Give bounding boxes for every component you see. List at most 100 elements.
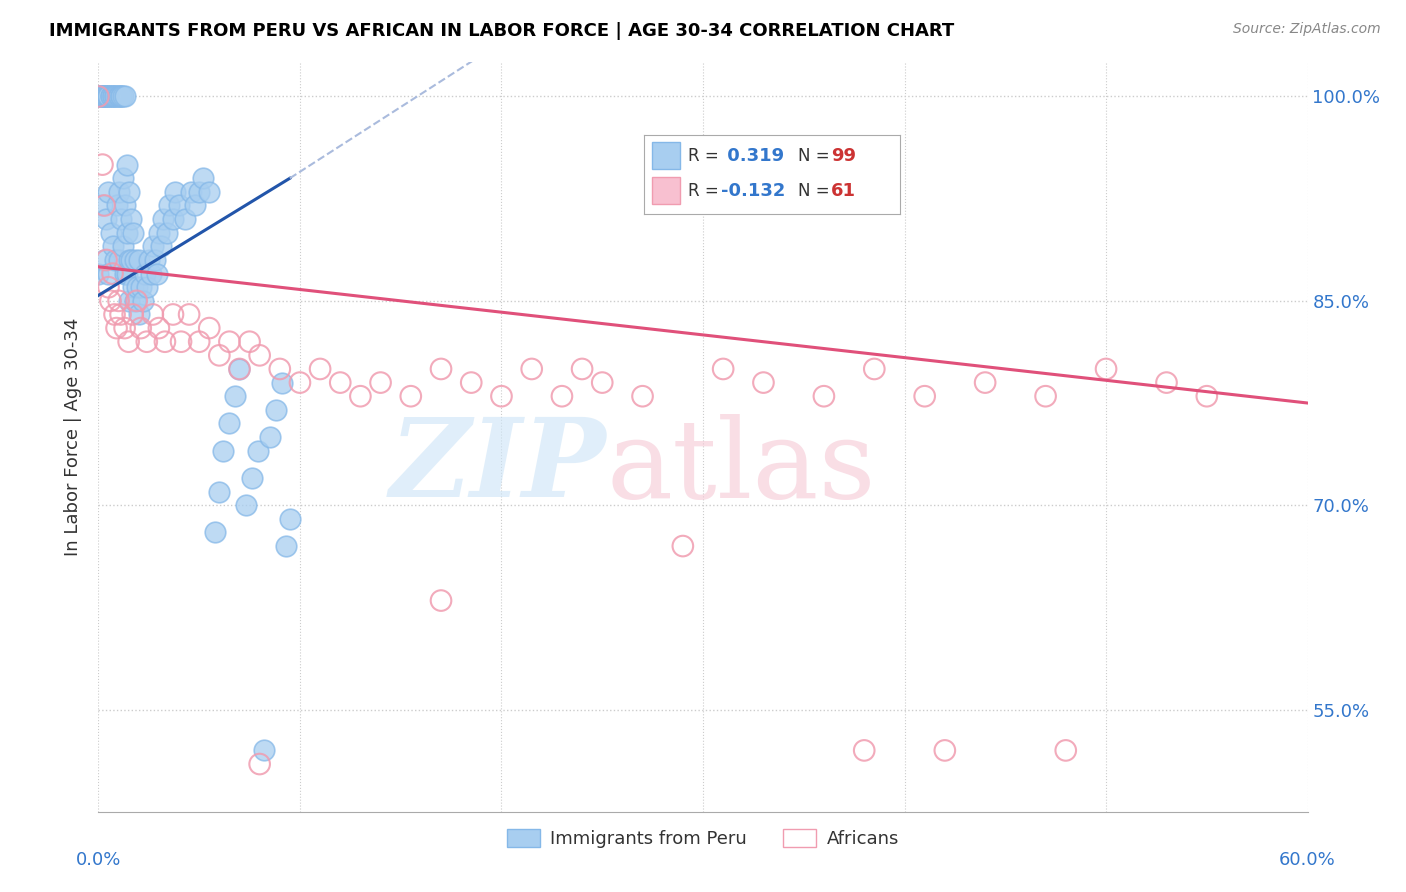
Point	[491, 389, 513, 403]
Point	[349, 389, 371, 403]
Point	[100, 89, 122, 103]
Point	[270, 376, 292, 390]
Point	[430, 362, 453, 376]
Point	[139, 267, 162, 281]
Point	[152, 212, 174, 227]
Point	[114, 89, 136, 103]
Point	[91, 89, 114, 103]
Point	[174, 212, 197, 227]
Point	[115, 158, 138, 172]
Point	[551, 389, 574, 403]
Point	[129, 280, 152, 294]
Point	[162, 212, 184, 227]
Point	[163, 185, 186, 199]
Point	[96, 89, 118, 103]
Point	[246, 443, 269, 458]
Text: 99: 99	[831, 147, 856, 165]
Point	[118, 334, 141, 349]
Point	[96, 89, 118, 103]
Point	[97, 185, 120, 199]
Point	[208, 348, 231, 362]
Point	[114, 267, 136, 281]
Point	[430, 593, 453, 607]
Point	[87, 267, 110, 281]
Point	[118, 293, 141, 308]
Point	[235, 498, 257, 512]
Text: IMMIGRANTS FROM PERU VS AFRICAN IN LABOR FORCE | AGE 30-34 CORRELATION CHART: IMMIGRANTS FROM PERU VS AFRICAN IN LABOR…	[49, 22, 955, 40]
Point	[813, 389, 835, 403]
Point	[87, 89, 110, 103]
Point	[212, 443, 235, 458]
Point	[107, 185, 129, 199]
Point	[180, 185, 202, 199]
Point	[93, 252, 115, 267]
Point	[100, 293, 122, 308]
Point	[198, 321, 221, 335]
Point	[97, 89, 120, 103]
Point	[100, 226, 122, 240]
Text: 61: 61	[831, 182, 856, 200]
Point	[1035, 389, 1057, 403]
Point	[269, 362, 291, 376]
Point	[288, 376, 311, 390]
Point	[101, 239, 124, 253]
Point	[101, 89, 124, 103]
Point	[97, 280, 120, 294]
Bar	[652, 143, 681, 169]
Point	[89, 89, 111, 103]
Point	[132, 293, 155, 308]
Point	[93, 89, 115, 103]
Point	[309, 362, 332, 376]
Point	[100, 89, 122, 103]
Point	[135, 280, 157, 294]
Y-axis label: In Labor Force | Age 30-34: In Labor Force | Age 30-34	[65, 318, 83, 557]
Point	[167, 198, 190, 212]
Point	[101, 267, 124, 281]
Point	[153, 334, 176, 349]
Point	[224, 389, 246, 403]
Point	[124, 293, 146, 308]
Point	[274, 539, 297, 553]
Point	[218, 417, 240, 431]
Point	[105, 89, 128, 103]
Point	[118, 185, 141, 199]
Point	[125, 293, 148, 308]
Point	[91, 198, 114, 212]
Point	[111, 239, 134, 253]
Point	[208, 484, 231, 499]
Point	[121, 280, 143, 294]
Point	[110, 212, 132, 227]
Point	[914, 389, 936, 403]
Point	[204, 525, 226, 540]
Point	[134, 267, 156, 281]
Point	[125, 280, 148, 294]
Point	[934, 743, 956, 757]
Point	[128, 252, 150, 267]
Point	[120, 212, 142, 227]
Point	[105, 321, 128, 335]
Point	[249, 757, 271, 772]
Point	[1156, 376, 1178, 390]
Point	[93, 198, 115, 212]
Point	[135, 334, 157, 349]
Legend: Immigrants from Peru, Africans: Immigrants from Peru, Africans	[499, 822, 907, 855]
Point	[93, 89, 115, 103]
Point	[97, 89, 120, 103]
Text: R =: R =	[688, 147, 724, 165]
Point	[240, 471, 263, 485]
Point	[107, 252, 129, 267]
Point	[89, 89, 111, 103]
Bar	[652, 178, 681, 204]
Point	[87, 89, 110, 103]
Point	[120, 252, 142, 267]
Point	[91, 158, 114, 172]
Text: R =: R =	[688, 182, 724, 200]
Point	[138, 252, 160, 267]
Point	[188, 185, 211, 199]
Point	[156, 226, 179, 240]
Point	[399, 389, 422, 403]
Point	[188, 334, 211, 349]
Text: -0.132: -0.132	[721, 182, 786, 200]
Point	[110, 308, 132, 322]
Point	[91, 89, 114, 103]
